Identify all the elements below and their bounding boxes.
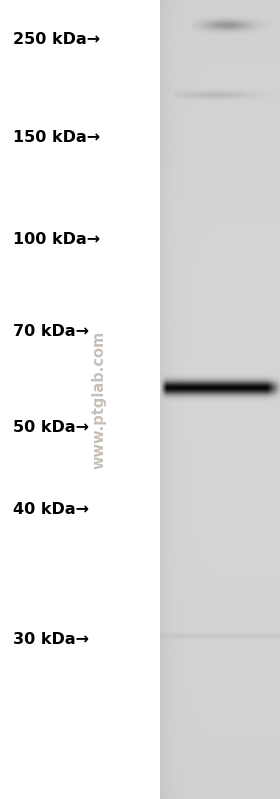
Text: 150 kDa→: 150 kDa→: [13, 130, 100, 145]
Text: 50 kDa→: 50 kDa→: [13, 420, 89, 435]
Text: 40 kDa→: 40 kDa→: [13, 503, 89, 517]
Text: 70 kDa→: 70 kDa→: [13, 324, 89, 339]
Text: 100 kDa→: 100 kDa→: [13, 233, 100, 247]
Text: 250 kDa→: 250 kDa→: [13, 33, 100, 47]
Text: 30 kDa→: 30 kDa→: [13, 632, 89, 646]
Text: www.ptglab.com: www.ptglab.com: [92, 330, 106, 469]
